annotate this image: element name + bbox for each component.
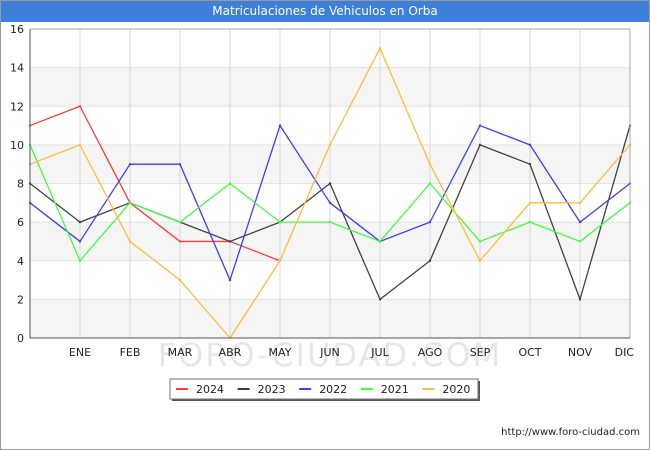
y-tick-label: 10	[10, 139, 24, 152]
data-point-2020	[378, 47, 382, 50]
series-2022	[28, 124, 632, 282]
legend: 2024 2023 2022 2021 2020	[169, 378, 480, 401]
data-point-2024	[178, 240, 182, 243]
data-point-2020	[78, 143, 82, 147]
chart-title: Matriculaciones de Vehiculos en Orba	[1, 1, 649, 22]
axes	[29, 28, 631, 339]
x-tick-label: MAR	[168, 346, 193, 359]
data-point-2022	[78, 240, 82, 243]
y-tick-label: 12	[10, 100, 24, 113]
series-2021	[28, 143, 632, 262]
data-point-2021	[78, 259, 82, 262]
data-point-2023	[328, 182, 332, 185]
data-point-2023	[378, 298, 382, 301]
x-tick-label: SEP	[470, 346, 491, 359]
y-tick-label: 16	[10, 23, 24, 36]
data-point-2023	[228, 240, 232, 243]
data-point-2024	[78, 105, 82, 108]
data-point-2020	[428, 162, 432, 166]
data-point-2023	[78, 220, 82, 224]
legend-label-2023: 2023	[258, 383, 286, 396]
data-point-2021	[278, 220, 282, 224]
data-point-2020	[178, 278, 182, 282]
data-point-2023	[528, 162, 532, 166]
data-point-2022	[128, 162, 132, 166]
source-url: http://www.foro-ciudad.com	[501, 427, 640, 438]
data-point-2021	[528, 220, 532, 224]
data-point-2022	[278, 124, 282, 127]
legend-label-2020: 2020	[442, 383, 470, 396]
x-tick-label: OCT	[518, 346, 541, 359]
x-tick-label: JUL	[370, 346, 389, 359]
data-point-2021	[428, 182, 432, 185]
data-point-2022	[578, 220, 582, 224]
x-tick-label: DIC	[615, 346, 635, 359]
data-point-2020	[578, 201, 582, 205]
data-point-2021	[378, 240, 382, 243]
data-point-2020	[328, 143, 332, 147]
x-tick-label: ABR	[219, 346, 242, 359]
y-tick-label: 4	[17, 255, 24, 268]
data-point-2023	[578, 298, 582, 301]
legend-label-2021: 2021	[381, 383, 409, 396]
series-lines	[28, 47, 632, 340]
data-point-2022	[428, 220, 432, 224]
x-tick-label: JUN	[319, 346, 340, 359]
y-tick-labels: 0 2 4 6 8 10 12 14 16	[10, 23, 24, 345]
data-point-2020	[528, 201, 532, 205]
y-tick-label: 2	[17, 293, 24, 306]
x-tick-label: MAY	[269, 346, 292, 359]
data-point-2020	[478, 259, 482, 262]
legend-label-2022: 2022	[319, 383, 347, 396]
series-line-2024	[29, 105, 281, 262]
watermark: FORO-CIUDAD.COM	[158, 336, 503, 374]
y-tick-label: 14	[10, 62, 24, 75]
data-point-2022	[528, 143, 532, 147]
data-point-2022	[178, 162, 182, 166]
data-point-2021	[128, 201, 132, 205]
x-tick-label: NOV	[568, 346, 593, 359]
data-point-2021	[178, 220, 182, 224]
data-point-2022	[228, 278, 232, 282]
data-point-2020	[128, 240, 132, 243]
data-point-2021	[328, 220, 332, 224]
data-point-2021	[228, 182, 232, 185]
y-tick-label: 0	[17, 332, 24, 345]
data-point-2022	[328, 201, 332, 205]
data-point-2021	[578, 240, 582, 243]
data-point-2021	[478, 240, 482, 243]
x-tick-labels: ENE FEB MAR ABR MAY JUN JUL AGO SEP OCT NOV DIC	[69, 346, 634, 359]
data-point-2023	[478, 143, 482, 147]
y-tick-label: 8	[17, 178, 24, 191]
data-point-2023	[428, 259, 432, 262]
x-tick-label: AGO	[418, 346, 443, 359]
data-point-2020	[278, 259, 282, 262]
series-2020	[28, 47, 632, 340]
data-point-2022	[478, 124, 482, 127]
legend-box	[169, 378, 479, 400]
x-tick-label: ENE	[69, 346, 91, 359]
legend-label-2024: 2024	[196, 383, 224, 396]
y-tick-label: 6	[17, 216, 24, 229]
x-tick-label: FEB	[120, 346, 141, 359]
